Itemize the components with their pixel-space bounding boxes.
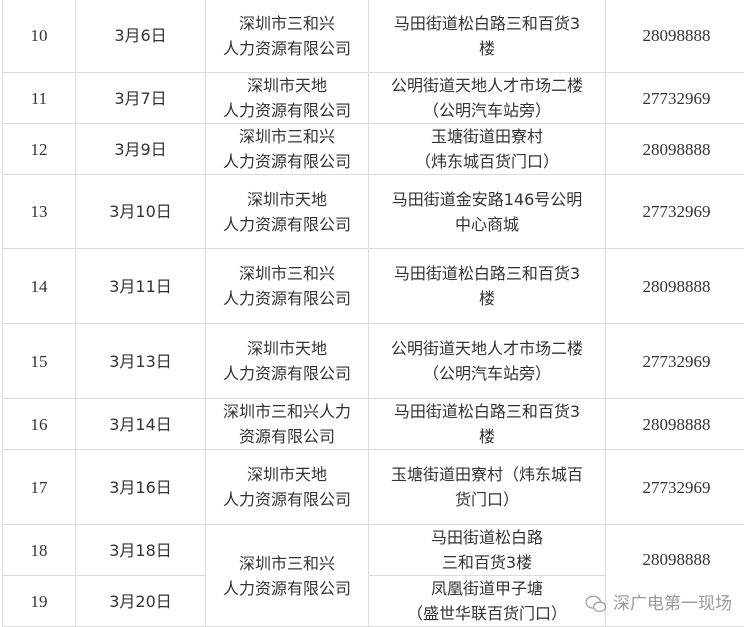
address-cell: 玉塘街道田寮村（炜东城百 货门口） <box>369 450 606 525</box>
phone-cell: 28098888 <box>606 124 744 175</box>
company-cell: 深圳市天地 人力资源有限公司 <box>206 175 369 249</box>
company-cell: 深圳市三和兴 人力资源有限公司 <box>206 249 369 324</box>
address-cell: 公明街道天地人才市场二楼 （公明汽车站旁） <box>369 73 606 124</box>
phone-cell: 27732969 <box>606 450 744 525</box>
address-cell: 马田街道松白路三和百货3 楼 <box>369 249 606 324</box>
row-number: 11 <box>3 73 76 124</box>
date-cell: 3月11日 <box>76 249 206 324</box>
phone-cell: 27732969 <box>606 73 744 124</box>
date-cell: 3月10日 <box>76 175 206 249</box>
date-cell: 3月13日 <box>76 324 206 399</box>
date-cell: 3月18日 <box>76 525 206 576</box>
company-cell: 深圳市天地 人力资源有限公司 <box>206 73 369 124</box>
row-number: 18 <box>3 525 76 576</box>
date-cell: 3月14日 <box>76 399 206 450</box>
company-cell: 深圳市天地 人力资源有限公司 <box>206 450 369 525</box>
company-cell: 深圳市天地 人力资源有限公司 <box>206 324 369 399</box>
row-number: 16 <box>3 399 76 450</box>
address-cell: 马田街道松白路 三和百货3楼 <box>369 525 606 576</box>
row-number: 13 <box>3 175 76 249</box>
company-cell: 深圳市三和兴人力 资源有限公司 <box>206 399 369 450</box>
date-cell: 3月7日 <box>76 73 206 124</box>
address-cell: 马田街道松白路三和百货3 楼 <box>369 399 606 450</box>
phone-cell: 27732969 <box>606 175 744 249</box>
watermark-text: 深广电第一现场 <box>613 594 732 614</box>
phone-cell: 27732969 <box>606 324 744 399</box>
date-cell: 3月6日 <box>76 0 206 73</box>
address-cell: 马田街道金安路146号公明 中心商城 <box>369 175 606 249</box>
row-number: 15 <box>3 324 76 399</box>
wechat-icon <box>585 594 607 614</box>
address-cell: 玉塘街道田寮村 （炜东城百货门口） <box>369 124 606 175</box>
row-number: 17 <box>3 450 76 525</box>
date-cell: 3月16日 <box>76 450 206 525</box>
phone-cell: 28098888 <box>606 399 744 450</box>
row-number: 14 <box>3 249 76 324</box>
phone-cell: 28098888 <box>606 249 744 324</box>
row-number: 12 <box>3 124 76 175</box>
date-cell: 3月9日 <box>76 124 206 175</box>
address-cell: 马田街道松白路三和百货3 楼 <box>369 0 606 73</box>
company-cell: 深圳市三和兴 人力资源有限公司 <box>206 525 369 627</box>
row-number: 10 <box>3 0 76 73</box>
company-cell: 深圳市三和兴 人力资源有限公司 <box>206 0 369 73</box>
address-cell: 公明街道天地人才市场二楼 （公明汽车站旁） <box>369 324 606 399</box>
phone-cell: 28098888 <box>606 0 744 73</box>
watermark: 深广电第一现场 <box>585 594 732 614</box>
company-cell: 深圳市三和兴 人力资源有限公司 <box>206 124 369 175</box>
